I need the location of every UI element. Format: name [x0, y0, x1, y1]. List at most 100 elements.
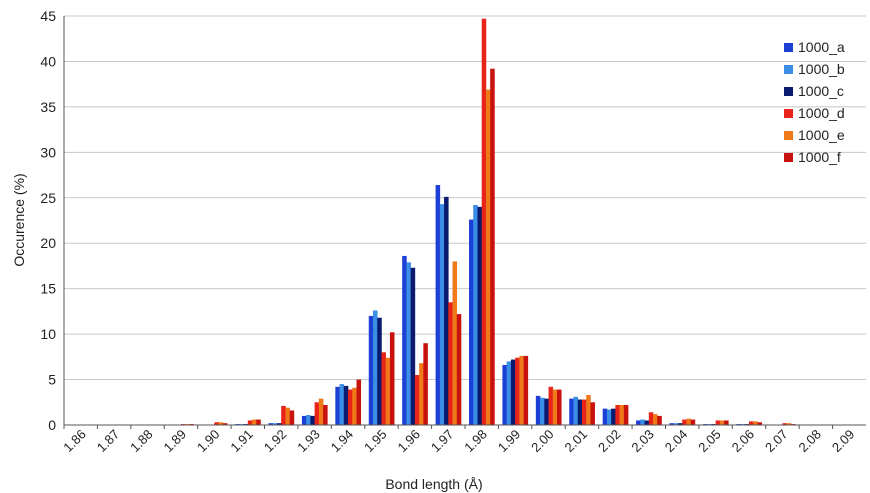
legend-label: 1000_e: [798, 127, 845, 143]
bar: [490, 68, 495, 426]
y-tick-label: 30: [40, 144, 56, 160]
x-tick-label: 2.05: [695, 427, 724, 456]
x-tick-label: 1.97: [428, 427, 457, 456]
y-tick-label: 5: [48, 372, 56, 388]
bar: [749, 421, 754, 425]
bar: [414, 375, 420, 425]
bar: [381, 352, 386, 425]
y-axis-title: Occurence (%): [11, 173, 27, 266]
bar: [690, 419, 696, 425]
bar: [314, 402, 320, 425]
bar: [435, 185, 441, 425]
x-tick-label: 2.04: [662, 427, 691, 456]
legend-swatch: [784, 109, 793, 118]
legend-label: 1000_f: [798, 149, 841, 165]
bar: [343, 385, 349, 425]
bar: [724, 420, 729, 425]
x-tick-label: 2.09: [829, 427, 858, 456]
bar: [385, 357, 391, 425]
bar: [557, 389, 562, 425]
x-tick-label: 2.01: [562, 427, 591, 456]
y-tick-labels: 0 5 10 15 20 25 30 35 40 45: [40, 8, 56, 433]
bar: [648, 412, 654, 425]
bar: [506, 361, 512, 425]
y-tick-label: 45: [40, 8, 56, 24]
bar: [602, 408, 608, 425]
bar: [653, 414, 658, 425]
bar: [623, 405, 629, 425]
y-tick-label: 10: [40, 326, 56, 342]
bar: [581, 399, 587, 425]
legend: 1000_a 1000_b 1000_c 1000_d 1000_e 1000_f: [784, 39, 845, 165]
bar: [276, 423, 282, 425]
x-tick-label: 1.87: [94, 427, 123, 456]
x-tick-label: 1.94: [328, 427, 357, 456]
bar: [715, 420, 721, 425]
x-tick-label: 1.98: [461, 427, 490, 456]
legend-swatch: [784, 153, 793, 162]
bar: [552, 389, 558, 425]
bar: [419, 363, 424, 425]
bar: [669, 423, 675, 425]
bar: [535, 395, 541, 425]
bar: [389, 332, 395, 425]
x-tick-label: 1.95: [361, 427, 390, 456]
bar: [719, 420, 725, 425]
bar: [577, 399, 583, 425]
bar: [523, 355, 529, 425]
bar: [611, 408, 616, 425]
legend-label: 1000_c: [798, 83, 844, 99]
x-tick-label: 1.93: [294, 427, 323, 456]
y-tick-label: 0: [48, 417, 56, 433]
bar: [753, 421, 758, 425]
bar: [368, 315, 374, 425]
x-tick-label: 1.86: [60, 427, 89, 456]
y-tick-label: 35: [40, 99, 56, 115]
bar: [406, 262, 411, 425]
legend-label: 1000_d: [798, 105, 845, 121]
bar: [456, 314, 462, 425]
bar: [214, 422, 219, 425]
bar: [356, 379, 362, 425]
bar: [644, 420, 650, 425]
bar: [477, 206, 483, 425]
bar: [502, 365, 507, 425]
y-tick-label: 25: [40, 190, 56, 206]
bar: [323, 405, 328, 425]
bar: [410, 267, 416, 425]
y-tick-label: 15: [40, 281, 56, 297]
bar: [339, 384, 345, 425]
bar: [352, 387, 357, 425]
x-tick-label: 2.03: [628, 427, 657, 456]
bar: [615, 405, 620, 425]
x-tick-label: 1.91: [227, 427, 256, 456]
x-tick-label: 2.02: [595, 427, 624, 456]
bar: [452, 261, 458, 425]
gridlines: [64, 15, 866, 381]
bar: [218, 422, 224, 425]
x-tick-label: 1.96: [394, 427, 423, 456]
x-tick-label: 1.90: [194, 427, 223, 456]
bar: [268, 423, 274, 425]
bar: [423, 343, 428, 425]
bar: [469, 219, 474, 425]
bar: [402, 255, 407, 425]
bar: [510, 359, 516, 425]
bar: [569, 398, 574, 425]
x-tick-label: 2.00: [528, 427, 557, 456]
bar: [281, 405, 286, 425]
bar: [310, 415, 315, 425]
legend-swatch: [784, 131, 793, 140]
bar: [377, 317, 382, 425]
x-tick-label: 2.07: [762, 427, 791, 456]
bar: [439, 204, 445, 425]
bar: [247, 420, 253, 425]
bar: [473, 205, 478, 425]
x-tick-label: 1.92: [261, 427, 290, 456]
bar: [677, 423, 683, 425]
bar: [636, 420, 641, 425]
bar: [301, 415, 307, 425]
bar: [256, 419, 261, 425]
bar: [640, 419, 645, 425]
